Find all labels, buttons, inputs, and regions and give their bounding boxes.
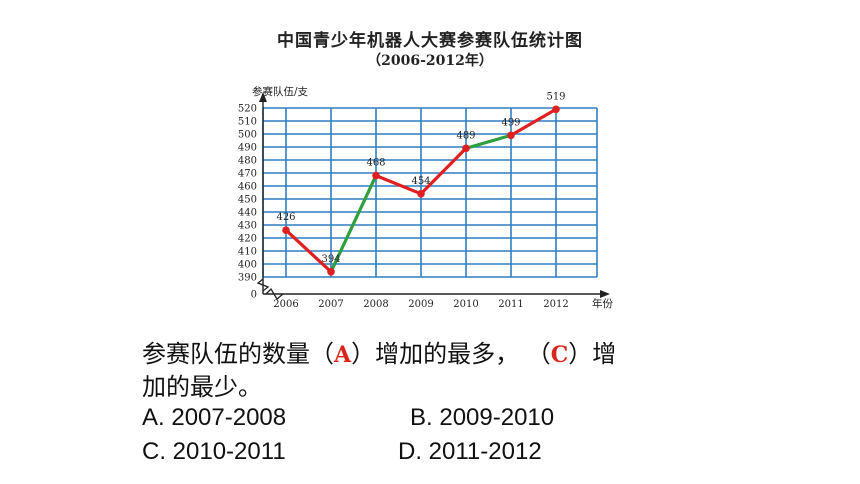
data-label: 519 — [546, 91, 565, 102]
data-label: 489 — [456, 130, 475, 141]
data-point — [507, 131, 515, 140]
series-segment — [509, 107, 558, 137]
y-axis-title: 参赛队伍/支 — [252, 85, 309, 98]
y-tick-label: 420 — [238, 234, 257, 245]
y-tick-label: 450 — [238, 195, 257, 206]
data-point — [552, 105, 560, 114]
x-tick-label: 2010 — [453, 299, 478, 310]
y-tick-label: 430 — [238, 221, 257, 232]
line-chart: 0 390 400 410 420 430 440 450 460 470 480 490 500 510… — [238, 85, 614, 310]
y-tick-label: 490 — [238, 143, 257, 154]
data-label: 394 — [321, 254, 340, 265]
x-axis-title: 年份 — [592, 297, 613, 310]
y-tick-label: 470 — [238, 169, 257, 180]
y-tick-label: 440 — [238, 208, 257, 219]
answer-most: A — [334, 342, 352, 368]
x-axis-break — [265, 287, 284, 300]
option-b[interactable]: B. 2009-2010 — [410, 404, 555, 431]
chart-subtitle: （2006-2012年） — [367, 53, 493, 69]
question-line-1: 参赛队伍的数量（A）增加的最多， （C）增 — [142, 334, 616, 369]
data-label: 468 — [366, 158, 385, 169]
series-segment — [329, 174, 378, 274]
option-c[interactable]: C. 2010-2011 — [142, 438, 286, 465]
series-segment — [374, 174, 423, 196]
y-tick-label: 480 — [238, 156, 257, 167]
x-tick-label: 2011 — [498, 299, 523, 310]
data-point — [372, 171, 380, 180]
y-tick-label: 410 — [238, 247, 257, 258]
series-segment — [464, 133, 513, 150]
data-label: 426 — [276, 212, 295, 223]
option-a[interactable]: A. 2007-2008 — [142, 404, 287, 431]
x-tick-label: 2012 — [543, 299, 568, 310]
series-segment — [419, 146, 468, 196]
data-label: 499 — [501, 117, 520, 128]
data-point — [327, 268, 335, 276]
data-point — [462, 144, 470, 153]
y-axis-break — [256, 278, 270, 292]
x-axis-arrow — [600, 290, 610, 298]
y-tick-label: 510 — [238, 117, 257, 128]
x-tick-label: 2006 — [273, 299, 298, 310]
option-d[interactable]: D. 2011-2012 — [398, 438, 542, 465]
series-segment — [284, 228, 333, 274]
y-tick-label: 520 — [238, 104, 257, 115]
x-tick-label: 2009 — [408, 299, 433, 310]
y-tick-label: 0 — [251, 290, 257, 301]
chart-title: 中国青少年机器人大赛参赛队伍统计图 — [277, 31, 583, 51]
y-axis-arrow — [259, 92, 267, 102]
x-tick-label: 2007 — [318, 299, 343, 310]
y-tick-label: 390 — [238, 273, 257, 284]
answer-least: C — [550, 342, 569, 368]
data-point — [417, 190, 425, 198]
data-label: 454 — [411, 176, 430, 187]
y-tick-label: 400 — [238, 260, 257, 271]
question-text-c: ）增 — [568, 340, 617, 368]
x-tick-label: 2008 — [363, 299, 388, 310]
question-text-a: 参赛队伍的数量（ — [142, 340, 334, 368]
question-text-b: ）增加的最多， （ — [351, 340, 551, 368]
y-tick-label: 500 — [238, 130, 257, 141]
y-tick-label: 460 — [238, 182, 257, 193]
question-line-2: 加的最少。 — [142, 373, 262, 401]
data-point — [282, 226, 290, 234]
